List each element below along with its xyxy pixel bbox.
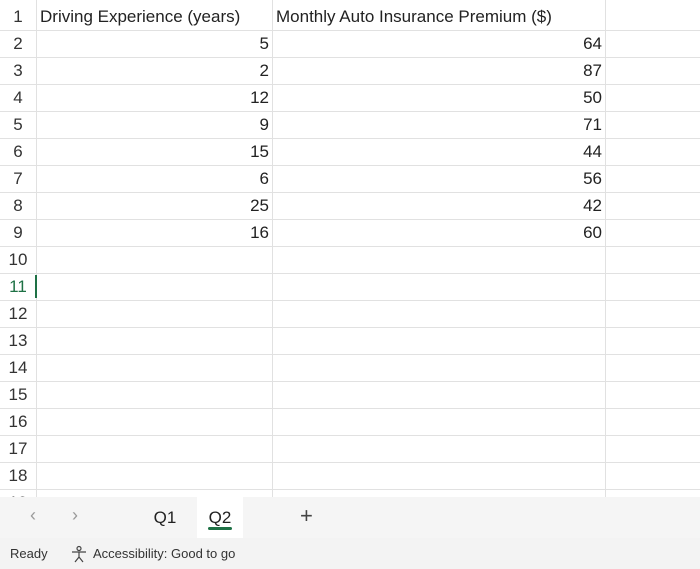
data-cell[interactable]: 56: [583, 169, 602, 188]
data-cell[interactable]: 16: [250, 223, 269, 242]
row-number: 19: [0, 489, 36, 497]
row-divider: [0, 354, 700, 355]
data-cell[interactable]: 15: [250, 142, 269, 161]
row-number: 6: [13, 142, 23, 161]
sheet-tab-bar: ‹ › + Q1 Q2: [0, 497, 700, 538]
sheet-grid: 1 Driving Experience (years) Monthly Auto …: [0, 0, 700, 497]
row-number: 9: [13, 223, 23, 242]
row-number: 16: [8, 412, 28, 431]
row-number: 12: [8, 304, 28, 323]
row-number: 17: [8, 439, 28, 458]
row-divider: [0, 111, 700, 112]
scroll-right-button[interactable]: ›: [72, 505, 78, 525]
data-cell[interactable]: 64: [583, 34, 602, 53]
row-number: 7: [13, 169, 23, 188]
column-header-cell[interactable]: Driving Experience (years): [40, 7, 241, 26]
data-cell[interactable]: 44: [583, 142, 602, 161]
row-number: 2: [13, 34, 23, 53]
status-ready: Ready: [10, 546, 48, 561]
add-sheet-button[interactable]: +: [300, 503, 313, 528]
data-cell[interactable]: 42: [583, 196, 602, 215]
data-cell[interactable]: 5: [259, 34, 269, 53]
row-number: 4: [13, 88, 23, 107]
active-tab-indicator: [208, 527, 232, 530]
accessibility-icon: [72, 545, 86, 563]
row-divider: [0, 219, 700, 220]
row-divider: [0, 327, 700, 328]
column-header-cell[interactable]: Monthly Auto Insurance Premium ($): [276, 7, 552, 26]
column-divider: [605, 0, 606, 497]
row-divider: [0, 489, 700, 490]
row-divider: [0, 192, 700, 193]
column-divider: [36, 0, 37, 497]
row-divider: [0, 246, 700, 247]
row-number: 8: [13, 196, 23, 215]
data-cell[interactable]: 25: [250, 196, 269, 215]
row-number: 18: [8, 466, 28, 485]
row-divider: [0, 84, 700, 85]
row-number: 3: [13, 61, 23, 80]
row-divider: [0, 273, 700, 274]
data-cell[interactable]: 9: [259, 115, 269, 134]
data-cell[interactable]: 6: [259, 169, 269, 188]
data-cell[interactable]: 71: [583, 115, 602, 134]
row-divider: [0, 381, 700, 382]
row-number: 11: [9, 277, 27, 296]
row-divider: [0, 165, 700, 166]
row-divider: [0, 435, 700, 436]
data-cell[interactable]: 12: [250, 88, 269, 107]
data-cell[interactable]: 2: [259, 61, 269, 80]
row-divider: [0, 138, 700, 139]
active-cell-marker: [35, 275, 37, 298]
scroll-left-button[interactable]: ‹: [30, 505, 36, 525]
data-cell[interactable]: 50: [583, 88, 602, 107]
sheet-tab[interactable]: Q2: [197, 497, 243, 538]
column-divider: [272, 0, 273, 497]
row-number: 1: [13, 7, 23, 26]
status-accessibility[interactable]: Accessibility: Good to go: [93, 546, 236, 561]
data-cell[interactable]: 60: [583, 223, 602, 242]
data-cell[interactable]: 87: [583, 61, 602, 80]
sheet-tab[interactable]: Q1: [153, 508, 177, 527]
row-divider: [0, 462, 700, 463]
row-number: 13: [8, 331, 28, 350]
row-divider: [0, 57, 700, 58]
row-divider: [0, 300, 700, 301]
row-number: 5: [13, 115, 23, 134]
row-divider: [0, 408, 700, 409]
status-bar: Ready Accessibility: Good to go: [0, 538, 700, 569]
row-number: 14: [8, 358, 28, 377]
row-number: 10: [8, 250, 28, 269]
row-divider: [0, 30, 700, 31]
row-number: 15: [8, 385, 28, 404]
